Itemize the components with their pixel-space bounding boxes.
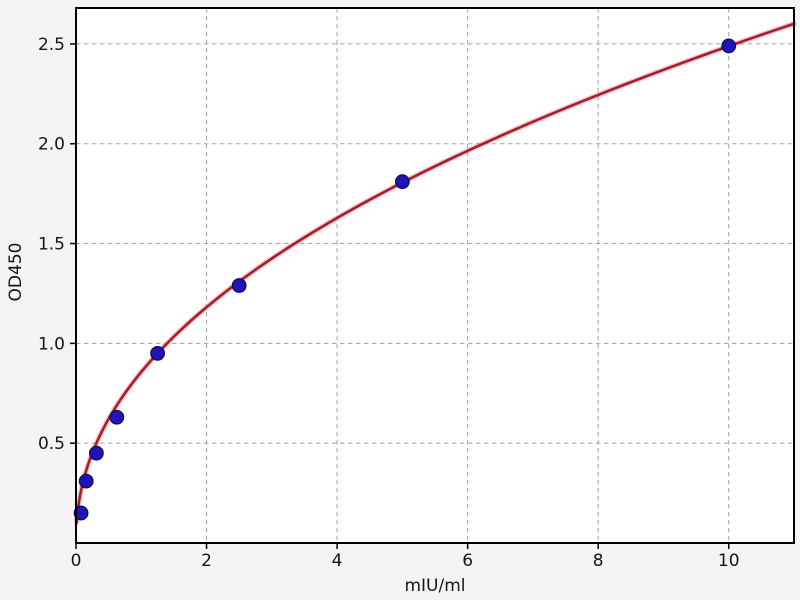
x-tick-label: 0 xyxy=(71,551,82,571)
y-tick-label: 0.5 xyxy=(38,434,65,454)
data-point xyxy=(721,38,737,54)
y-axis-label: OD450 xyxy=(6,242,26,302)
data-point xyxy=(109,409,125,425)
data-point xyxy=(150,345,165,361)
x-tick-label: 8 xyxy=(593,551,604,571)
plot-area xyxy=(76,8,794,543)
x-tick-label: 10 xyxy=(718,551,740,571)
x-tick-label: 4 xyxy=(332,551,343,571)
data-point xyxy=(88,445,104,461)
data-point xyxy=(78,473,94,489)
y-tick-label: 2.5 xyxy=(38,35,65,55)
y-tick-label: 1.5 xyxy=(38,235,65,255)
plot-border xyxy=(75,7,795,544)
data-point xyxy=(394,174,410,190)
y-tick-label: 2.0 xyxy=(38,135,65,155)
data-point xyxy=(73,505,89,521)
x-tick-label: 2 xyxy=(201,551,212,571)
x-tick-label: 6 xyxy=(462,551,473,571)
data-point xyxy=(231,278,247,293)
y-tick-label: 1.0 xyxy=(38,334,65,354)
x-axis-label: mIU/ml xyxy=(404,576,466,596)
